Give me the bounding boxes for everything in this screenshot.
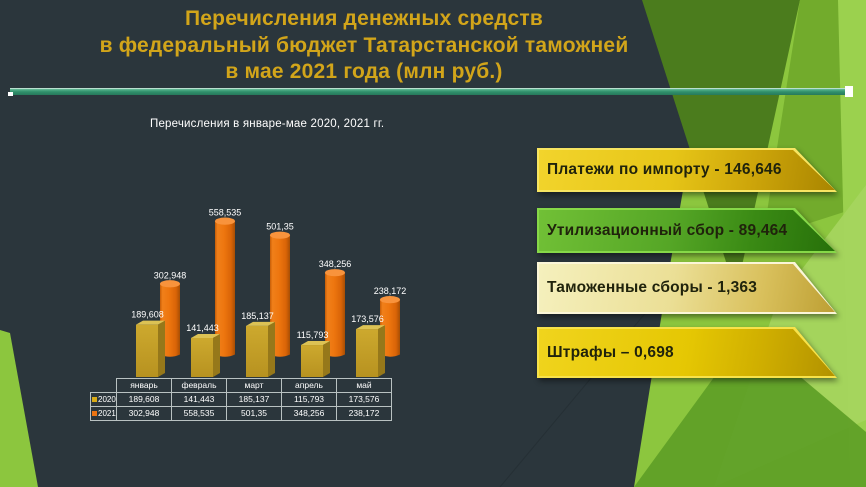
bar-2021-top-январь — [160, 280, 180, 288]
banner-fill — [539, 264, 835, 312]
value-2020-январь: 189,608 — [116, 392, 172, 407]
banner-label: Штрафы – 0,698 — [547, 343, 674, 361]
banner-fines: Штрафы – 0,698 — [537, 327, 837, 378]
bar-2020-top-март — [246, 321, 275, 326]
value-2021-май: 238,172 — [336, 406, 392, 421]
value-2020-февраль: 141,443 — [171, 392, 227, 407]
month-header-апрель: апрель — [281, 378, 337, 393]
title-divider-line — [8, 86, 853, 97]
bar-chart: 189,608 302,948 141,443 558,535 185,137 501,3… — [131, 208, 407, 377]
value-2020-апрель: 115,793 — [281, 392, 337, 407]
bar-2020-февраль — [191, 337, 213, 377]
banner-border — [537, 262, 837, 314]
banner-import-payments: Платежи по импорту - 146,646 — [537, 148, 837, 192]
value-2020-май: 173,576 — [336, 392, 392, 407]
table-row-2021: 2021 302,948 558,535 501,35 348,256 238,172 — [90, 406, 392, 421]
legend-swatch-2021 — [92, 410, 97, 416]
bar-2020-side-май — [378, 325, 385, 377]
bar-2021-top-март — [270, 231, 290, 239]
bar-2020-side-январь — [158, 320, 165, 377]
bar-2020-side-апрель — [323, 341, 330, 377]
bar-2020-январь — [136, 324, 158, 377]
banner-customs-fees: Таможенные сборы - 1,363 — [537, 262, 837, 314]
bar-2020-май — [356, 329, 378, 377]
banner-fill — [539, 150, 835, 190]
value-2021-январь: 302,948 — [116, 406, 172, 421]
bar-2020-top-апрель — [301, 341, 330, 346]
banner-border — [537, 148, 837, 192]
value-2021-апрель: 348,256 — [281, 406, 337, 421]
month-header-май: май — [336, 378, 392, 393]
banner-fill — [539, 329, 835, 376]
data-label-2020-февраль: 141,443 — [186, 323, 219, 333]
banner-fill — [539, 210, 835, 251]
slide-title: Перечисления денежных средств в федераль… — [18, 6, 710, 86]
month-header-март: март — [226, 378, 282, 393]
bar-2020-top-май — [356, 325, 385, 330]
banner-label: Платежи по импорту - 146,646 — [547, 161, 782, 178]
table-corner-blank — [91, 379, 117, 393]
legend-cell-2020: 2020 — [90, 392, 117, 407]
slide-title-line-2: в федеральный бюджет Татарстанской тамож… — [99, 33, 629, 57]
bar-2020-апрель — [301, 345, 323, 377]
data-label-2021-февраль: 558,535 — [209, 208, 242, 218]
banner-border — [537, 208, 837, 253]
bar-2021-top-май — [380, 296, 400, 304]
data-label-2021-май: 238,172 — [374, 286, 407, 296]
data-label-2021-март: 501,35 — [266, 222, 294, 232]
data-label-2021-январь: 302,948 — [154, 270, 187, 280]
legend-cell-2021: 2021 — [90, 406, 117, 421]
data-label-2020-май: 173,576 — [351, 314, 384, 324]
month-header-январь: январь — [116, 378, 172, 393]
banner-utilization-fee: Утилизационный сбор - 89,464 — [537, 208, 837, 253]
chart-data-table: январь февраль март апрель май 2020 189,608 141… — [90, 378, 392, 421]
value-2020-март: 185,137 — [226, 392, 282, 407]
bar-2021-апрель — [325, 272, 345, 357]
bar-2020-март — [246, 325, 268, 377]
slide-title-line-1: Перечисления денежных средств — [185, 7, 543, 30]
value-2021-февраль: 558,535 — [171, 406, 227, 421]
legend-swatch-2020 — [92, 396, 97, 402]
slide-title-line-3: в мае 2021 года (млн руб.) — [225, 60, 503, 83]
banner-label: Таможенные сборы - 1,363 — [547, 279, 758, 296]
table-row-2020: 2020 189,608 141,443 185,137 115,793 173,576 — [90, 392, 392, 407]
data-label-2020-март: 185,137 — [241, 311, 274, 321]
banner-border — [537, 327, 837, 378]
bar-2020-side-март — [268, 321, 275, 377]
green-facet-bottom-left — [0, 330, 38, 487]
green-facet-dark-top — [642, 0, 800, 293]
data-label-2020-январь: 189,608 — [131, 310, 164, 320]
bar-2021-top-апрель — [325, 269, 345, 277]
data-label-2020-апрель: 115,793 — [297, 330, 329, 340]
bar-2021-top-февраль — [215, 217, 235, 225]
green-facet-bottom — [634, 332, 866, 487]
bar-2020-side-февраль — [213, 333, 220, 377]
value-2021-март: 501,35 — [226, 406, 282, 421]
chart-title: Перечисления в январе-мае 2020, 2021 гг. — [150, 118, 385, 130]
bar-2020-top-февраль — [191, 333, 220, 338]
bar-2020-top-январь — [136, 320, 165, 325]
data-label-2021-апрель: 348,256 — [319, 259, 352, 269]
banner-label: Утилизационный сбор - 89,464 — [547, 221, 788, 239]
month-header-февраль: февраль — [171, 378, 227, 393]
bar-2021-февраль — [215, 221, 235, 357]
